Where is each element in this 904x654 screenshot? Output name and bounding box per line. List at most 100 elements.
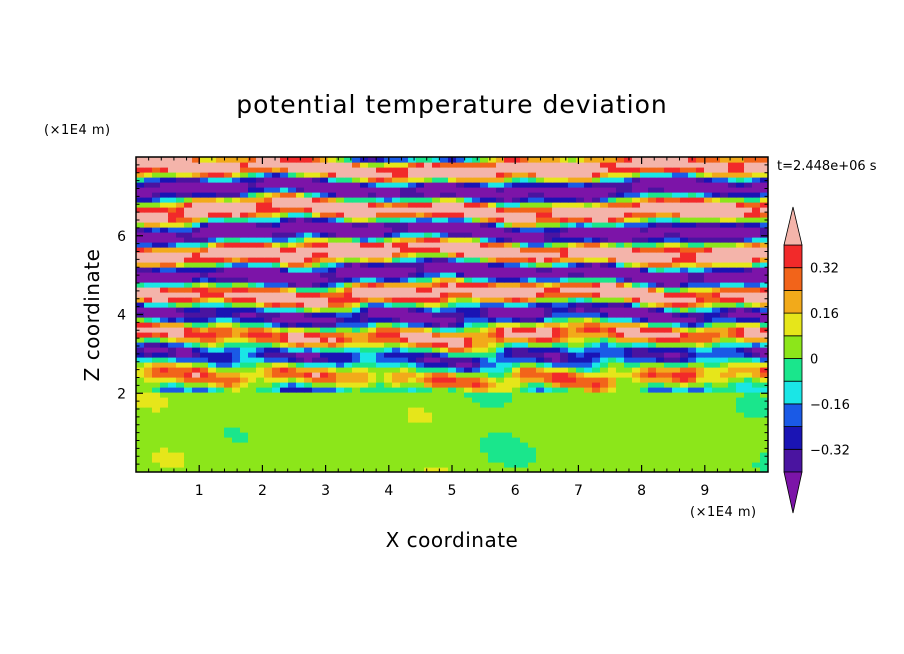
field-cell (696, 467, 705, 472)
field-cell (720, 432, 729, 438)
field-cell (624, 462, 633, 468)
field-cell (312, 227, 321, 233)
field-cell (520, 192, 529, 198)
field-cell (520, 222, 529, 228)
field-cell (712, 292, 721, 298)
field-cell (224, 172, 233, 178)
field-cell (144, 427, 153, 433)
field-cell (584, 382, 593, 388)
field-cell (696, 252, 705, 258)
field-cell (392, 227, 401, 233)
field-cell (320, 167, 329, 173)
field-cell (712, 382, 721, 388)
field-cell (592, 252, 601, 258)
field-cell (240, 382, 249, 388)
field-cell (504, 372, 513, 378)
field-cell (312, 332, 321, 338)
field-cell (432, 257, 441, 263)
field-cell (512, 327, 521, 333)
field-cell (536, 247, 545, 253)
field-cell (744, 252, 753, 258)
field-cell (512, 182, 521, 188)
field-cell (760, 367, 768, 373)
field-cell (456, 352, 465, 358)
field-cell (704, 232, 713, 238)
field-cell (672, 317, 681, 323)
field-cell (552, 447, 561, 453)
field-cell (280, 172, 289, 178)
field-cell (384, 357, 393, 363)
field-cell (144, 437, 153, 443)
field-cell (624, 387, 633, 393)
field-cell (688, 282, 697, 288)
field-cell (192, 422, 201, 428)
field-cell (224, 362, 233, 368)
field-cell (184, 357, 193, 363)
field-cell (400, 157, 409, 163)
field-cell (456, 302, 465, 308)
field-cell (520, 282, 529, 288)
y-unit-label: (×1E4 m) (44, 123, 111, 138)
field-cell (392, 412, 401, 418)
field-cell (248, 312, 257, 318)
field-cell (664, 397, 673, 403)
field-cell (456, 382, 465, 388)
field-cell (656, 282, 665, 288)
field-cell (592, 282, 601, 288)
field-cell (560, 247, 569, 253)
field-cell (296, 172, 305, 178)
field-cell (664, 312, 673, 318)
field-cell (416, 327, 425, 333)
field-cell (376, 162, 385, 168)
field-cell (432, 207, 441, 213)
field-cell (184, 227, 193, 233)
field-cell (168, 347, 177, 353)
field-cell (208, 442, 217, 448)
field-cell (296, 292, 305, 298)
field-cell (664, 447, 673, 453)
field-cell (272, 187, 281, 193)
field-cell (304, 257, 313, 263)
field-cell (232, 267, 241, 273)
field-cell (408, 442, 417, 448)
field-cell (472, 222, 481, 228)
field-cell (672, 417, 681, 423)
field-cell (312, 427, 321, 433)
field-cell (168, 182, 177, 188)
field-cell (744, 397, 753, 403)
field-cell (336, 402, 345, 408)
field-cell (224, 332, 233, 338)
field-cell (408, 307, 417, 313)
field-cell (696, 182, 705, 188)
field-cell (568, 387, 577, 393)
field-cell (400, 432, 409, 438)
field-cell (232, 262, 241, 268)
field-cell (592, 307, 601, 313)
field-cell (552, 257, 561, 263)
field-cell (176, 257, 185, 263)
field-cell (480, 187, 489, 193)
field-cell (440, 427, 449, 433)
field-cell (304, 302, 313, 308)
field-cell (368, 367, 377, 373)
field-cell (152, 377, 161, 383)
field-cell (408, 417, 417, 423)
field-cell (480, 282, 489, 288)
field-cell (632, 192, 641, 198)
field-cell (488, 442, 497, 448)
field-cell (480, 287, 489, 293)
field-cell (512, 377, 521, 383)
field-cell (720, 312, 729, 318)
field-cell (736, 377, 745, 383)
field-cell (672, 282, 681, 288)
field-cell (384, 162, 393, 168)
field-cell (584, 262, 593, 268)
field-cell (456, 397, 465, 403)
field-cell (456, 157, 465, 163)
field-cell (376, 467, 385, 472)
field-cell (176, 337, 185, 343)
field-cell (224, 227, 233, 233)
field-cell (576, 302, 585, 308)
field-cell (320, 242, 329, 248)
field-cell (592, 467, 601, 472)
